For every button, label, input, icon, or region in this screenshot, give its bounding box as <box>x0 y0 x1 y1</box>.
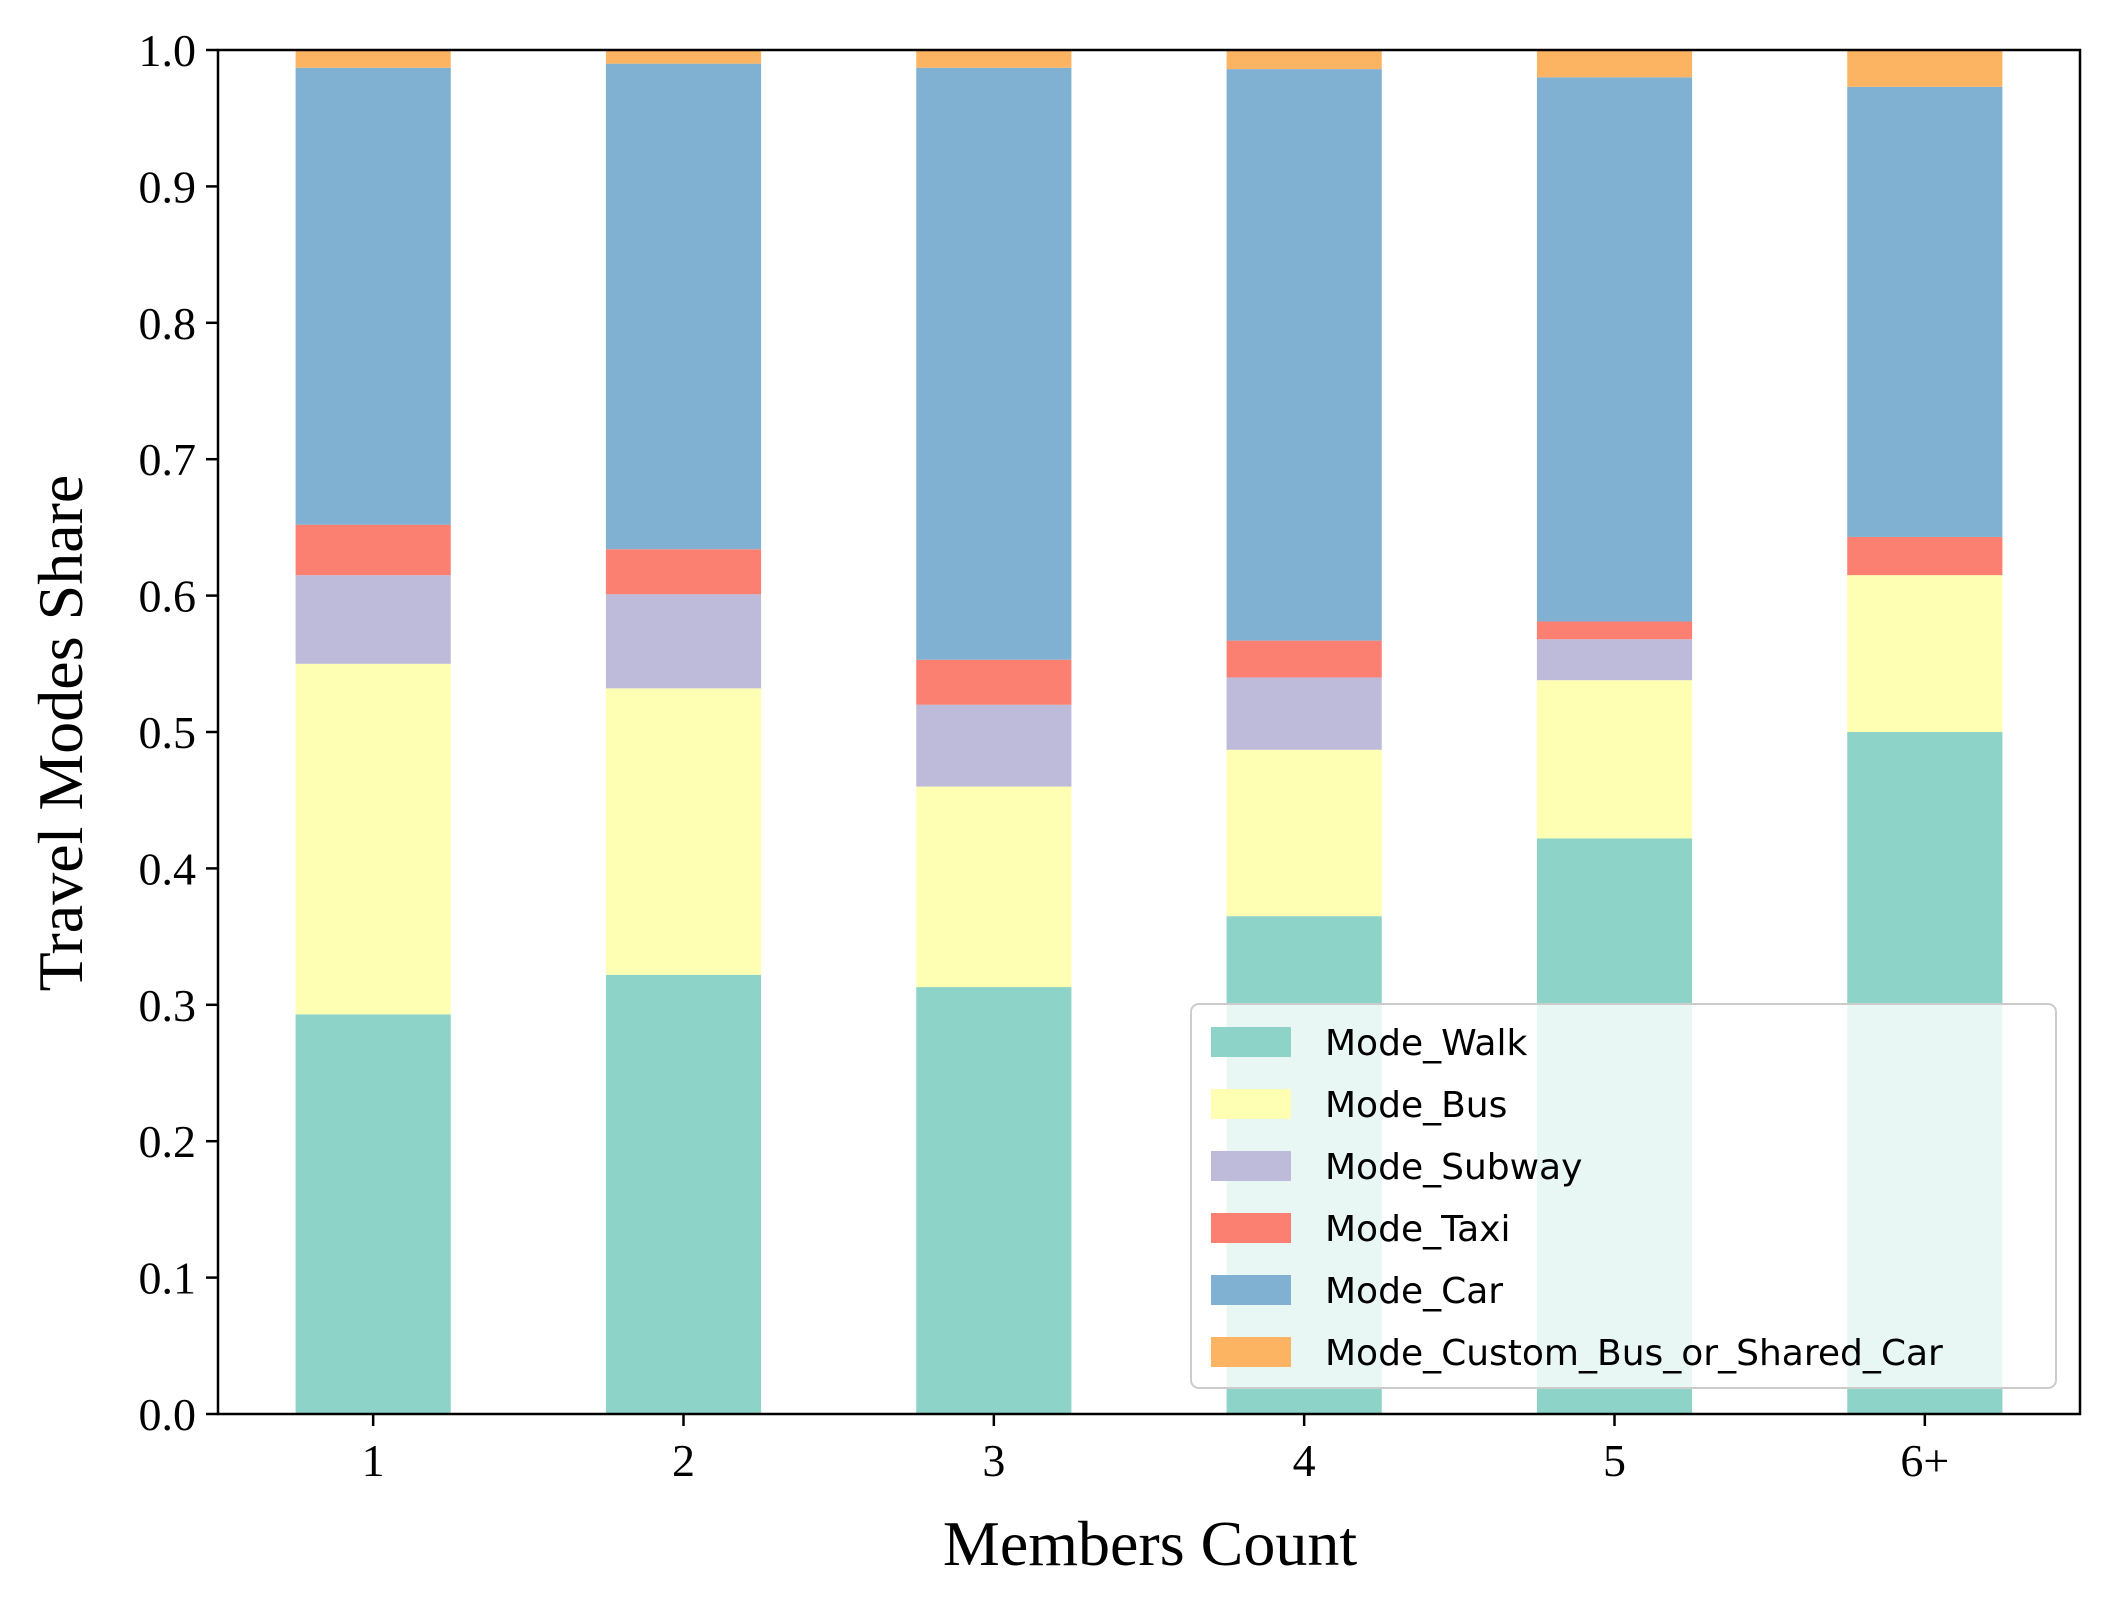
legend-box <box>1190 1003 2057 1389</box>
y-tick-label: 0.9 <box>139 161 197 212</box>
y-tick-label: 0.8 <box>139 298 197 349</box>
legend-label-mode-custom-bus-or-shared-car: Mode_Custom_Bus_or_Shared_Car <box>1325 1333 1943 1374</box>
bar-segment-mode-taxi-6 <box>1847 536 2003 576</box>
x-tick-label: 5 <box>1603 1435 1626 1486</box>
x-tick-label: 4 <box>1293 1435 1316 1486</box>
bar-segment-mode-taxi-2 <box>605 549 762 595</box>
x-tick-label: 1 <box>362 1435 385 1486</box>
bar-segment-mode-custom-bus-or-shared-car-3 <box>916 50 1072 68</box>
axes-layer: 0.0 0.1 0.2 0.3 0.4 0.5 0.6 0.7 0.8 0.9 1.0 1 2 3 4 5 6+ <box>139 25 2082 1486</box>
x-tick-label: 3 <box>982 1435 1005 1486</box>
bar-segment-mode-subway-3 <box>916 704 1072 787</box>
bar-segment-mode-custom-bus-or-shared-car-4 <box>1226 50 1382 70</box>
y-tick-label: 0.6 <box>139 571 197 622</box>
bar-segment-mode-walk-3 <box>916 987 1072 1414</box>
y-tick-label: 0.0 <box>139 1389 197 1440</box>
x-tick-label: 6+ <box>1900 1435 1949 1486</box>
bar-segment-mode-bus-1 <box>295 663 451 1015</box>
bar-segment-mode-bus-4 <box>1226 749 1382 917</box>
bar-segment-mode-walk-1 <box>295 1014 451 1414</box>
x-axis-title: Members Count <box>943 1508 1357 1579</box>
y-axis-title: Travel Modes Share <box>25 475 96 992</box>
bar-segment-mode-bus-5 <box>1536 680 1693 839</box>
bar-segment-mode-subway-2 <box>605 594 762 689</box>
bar-segment-mode-taxi-3 <box>916 659 1072 705</box>
bar-segment-mode-car-1 <box>295 67 451 525</box>
y-tick-label: 0.5 <box>139 707 197 758</box>
legend: Mode_Walk Mode_Bus Mode_Subway Mode_Taxi Mod… <box>1190 1003 2057 1389</box>
bar-segment-mode-car-2 <box>605 63 762 550</box>
legend-label-mode-bus: Mode_Bus <box>1325 1085 1507 1126</box>
bar-segment-mode-subway-1 <box>295 575 451 664</box>
legend-swatch-mode-bus <box>1211 1089 1291 1119</box>
legend-swatch-mode-taxi <box>1211 1213 1291 1243</box>
legend-swatch-mode-custom-bus-or-shared-car <box>1211 1337 1291 1367</box>
bar-segment-mode-walk-2 <box>605 974 762 1414</box>
bar-segment-mode-bus-6 <box>1847 575 2003 732</box>
bar-segment-mode-taxi-4 <box>1226 640 1382 678</box>
y-tick-label: 0.3 <box>139 980 197 1031</box>
bar-segment-mode-car-4 <box>1226 69 1382 641</box>
legend-label-mode-walk: Mode_Walk <box>1325 1023 1527 1064</box>
bar-segment-mode-custom-bus-or-shared-car-1 <box>295 50 451 68</box>
y-tick-label: 0.7 <box>139 434 197 485</box>
bar-segment-mode-custom-bus-or-shared-car-6 <box>1847 50 2003 87</box>
y-tick-label: 0.1 <box>139 1253 197 1304</box>
bar-segment-mode-custom-bus-or-shared-car-5 <box>1536 50 1693 78</box>
bar-segment-mode-custom-bus-or-shared-car-2 <box>605 50 762 64</box>
x-tick-label: 2 <box>672 1435 695 1486</box>
legend-label-mode-car: Mode_Car <box>1325 1271 1503 1312</box>
bar-segment-mode-car-6 <box>1847 86 2003 537</box>
y-tick-label: 1.0 <box>139 25 197 76</box>
legend-label-mode-subway: Mode_Subway <box>1325 1147 1582 1188</box>
bar-segment-mode-taxi-1 <box>295 524 451 576</box>
legend-label-mode-taxi: Mode_Taxi <box>1325 1209 1510 1250</box>
bar-segment-mode-bus-3 <box>916 786 1072 988</box>
bar-segment-mode-car-3 <box>916 67 1072 660</box>
bar-segment-mode-taxi-5 <box>1536 621 1693 640</box>
bar-segment-mode-car-5 <box>1536 77 1693 622</box>
legend-swatch-mode-car <box>1211 1275 1291 1305</box>
bar-segment-mode-subway-5 <box>1536 639 1693 681</box>
y-tick-label: 0.4 <box>139 843 197 894</box>
legend-swatch-mode-walk <box>1211 1027 1291 1057</box>
y-tick-label: 0.2 <box>139 1116 197 1167</box>
bar-segment-mode-bus-2 <box>605 688 762 975</box>
legend-swatch-mode-subway <box>1211 1151 1291 1181</box>
bar-segment-mode-subway-4 <box>1226 677 1382 750</box>
